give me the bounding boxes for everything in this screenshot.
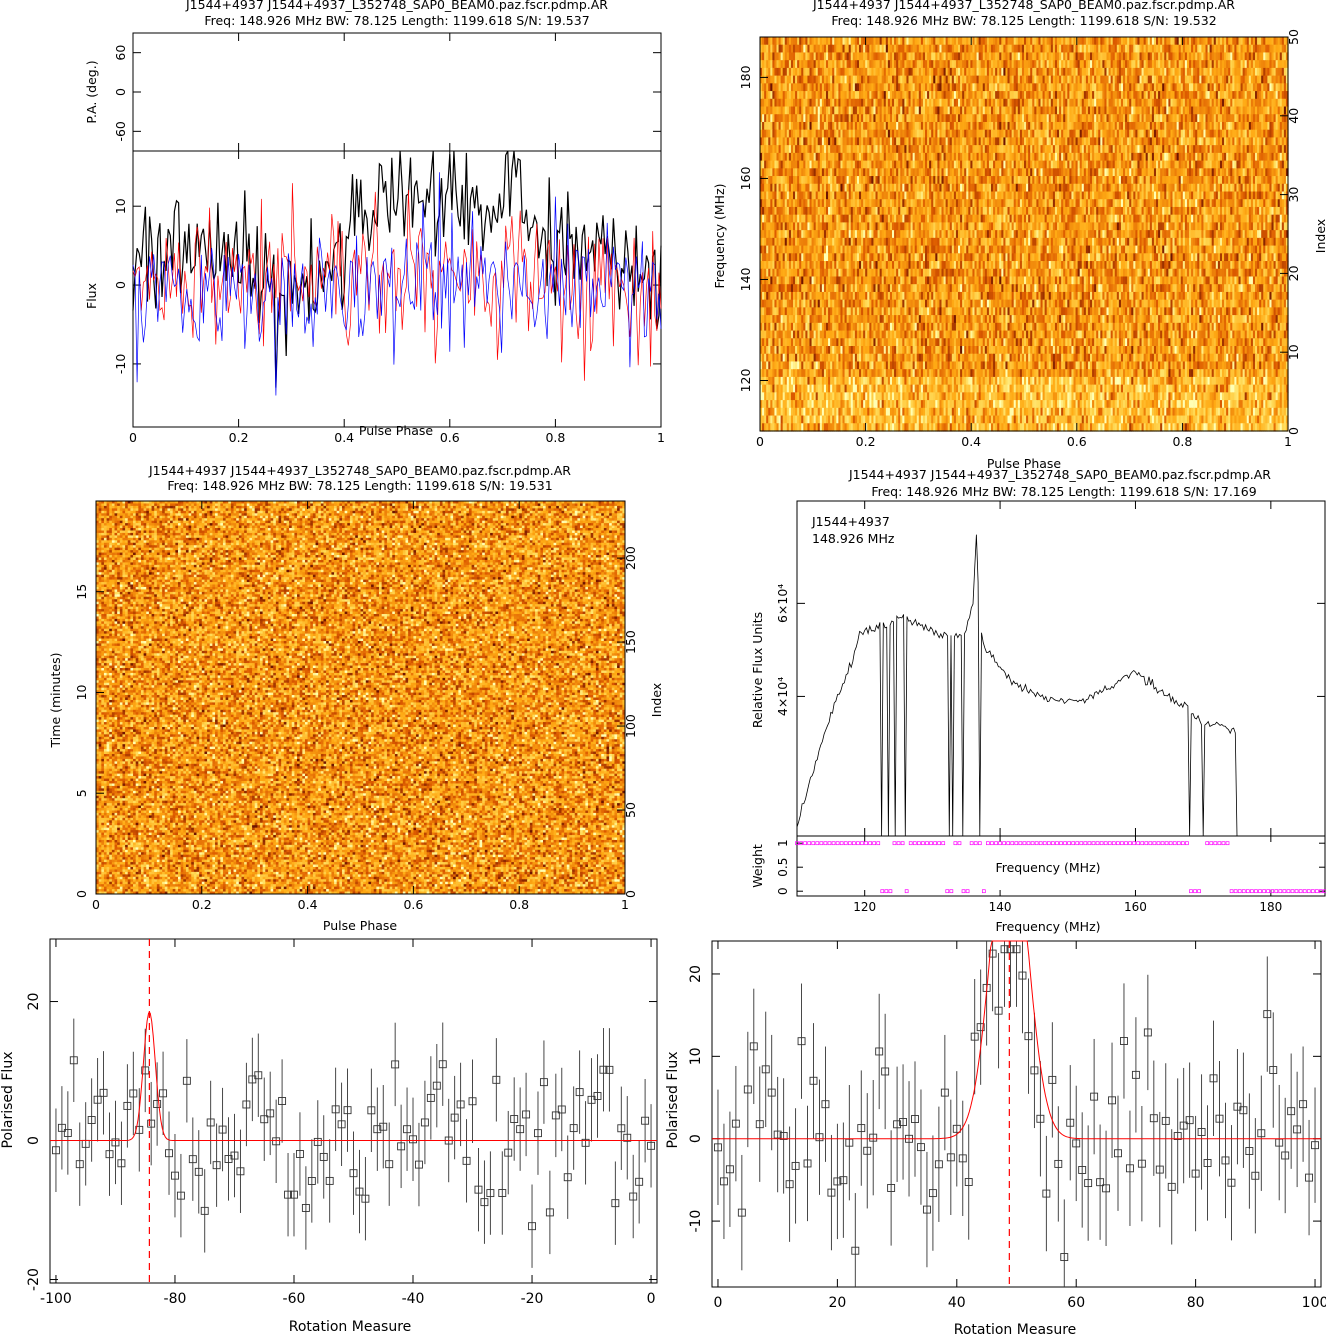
br-ylabel: Polarised Flux xyxy=(665,1052,681,1149)
tr-title-line1: J1544+4937 J1544+4937_L352748_SAP0_BEAM0… xyxy=(812,0,1235,12)
tr-ylabel: Frequency (MHz) xyxy=(712,183,727,288)
y-tick-label: -60 xyxy=(113,121,128,141)
tl-flux-ylabel: Flux xyxy=(84,283,99,309)
mr-weight-ylabel: Weight xyxy=(750,844,765,888)
tl-pa-ylabel: P.A. (deg.) xyxy=(84,60,99,123)
x-tick-label: 0 xyxy=(129,430,137,445)
y-tick-label: 60 xyxy=(113,45,128,61)
tl-pa-plot-frame xyxy=(133,33,661,151)
ml-title-line1: J1544+4937 J1544+4937_L352748_SAP0_BEAM0… xyxy=(148,463,571,478)
x-tick-label: 0.6 xyxy=(440,430,460,445)
bl-xlabel: Rotation Measure xyxy=(289,1319,412,1335)
mr-inner-xlabel: Frequency (MHz) xyxy=(995,860,1100,875)
tl-pa-plot: -60 0 60 xyxy=(113,33,661,151)
x-tick-label: 0.4 xyxy=(334,430,354,445)
tl-xlabel: Pulse Phase xyxy=(359,423,434,438)
y-tick-label: 10 xyxy=(113,198,128,214)
bl-ylabel: Polarised Flux xyxy=(0,1052,16,1149)
x-tick-label: 0.8 xyxy=(545,430,565,445)
y-tick-label: 0 xyxy=(113,88,128,96)
ml-ylabel: Time (minutes) xyxy=(48,653,63,749)
y-tick-label: 0 xyxy=(113,281,128,289)
ml-xlabel: Pulse Phase xyxy=(323,918,398,933)
tr-ylabel-right: Index xyxy=(1313,219,1326,253)
x-tick-label: 0.2 xyxy=(229,430,249,445)
x-tick-label: 1 xyxy=(657,430,665,445)
mr-ylabel: Relative Flux Units xyxy=(750,612,765,728)
tl-title-line2: Freq: 148.926 MHz BW: 78.125 Length: 119… xyxy=(204,13,589,28)
mr-xlabel: Frequency (MHz) xyxy=(995,919,1100,934)
mr-title-line2: Freq: 148.926 MHz BW: 78.125 Length: 119… xyxy=(871,484,1256,499)
tr-xlabel: Pulse Phase xyxy=(987,456,1062,471)
ml-ylabel-right: Index xyxy=(649,683,664,717)
tr-title-line2: Freq: 148.926 MHz BW: 78.125 Length: 119… xyxy=(831,13,1216,28)
tr-heatmap xyxy=(760,37,1289,432)
tl-flux-plot: 0 0.2 0.4 0.6 0.8 1 -10 0 10 xyxy=(113,151,665,445)
mr-annot-freq: 148.926 MHz xyxy=(812,531,895,546)
ml-title-line2: Freq: 148.926 MHz BW: 78.125 Length: 119… xyxy=(167,478,552,493)
y-tick-label: -10 xyxy=(113,354,128,374)
br-xlabel: Rotation Measure xyxy=(954,1322,1077,1335)
tl-title-line1: J1544+4937 J1544+4937_L352748_SAP0_BEAM0… xyxy=(185,0,608,12)
mr-annot-name: J1544+4937 xyxy=(811,514,890,529)
